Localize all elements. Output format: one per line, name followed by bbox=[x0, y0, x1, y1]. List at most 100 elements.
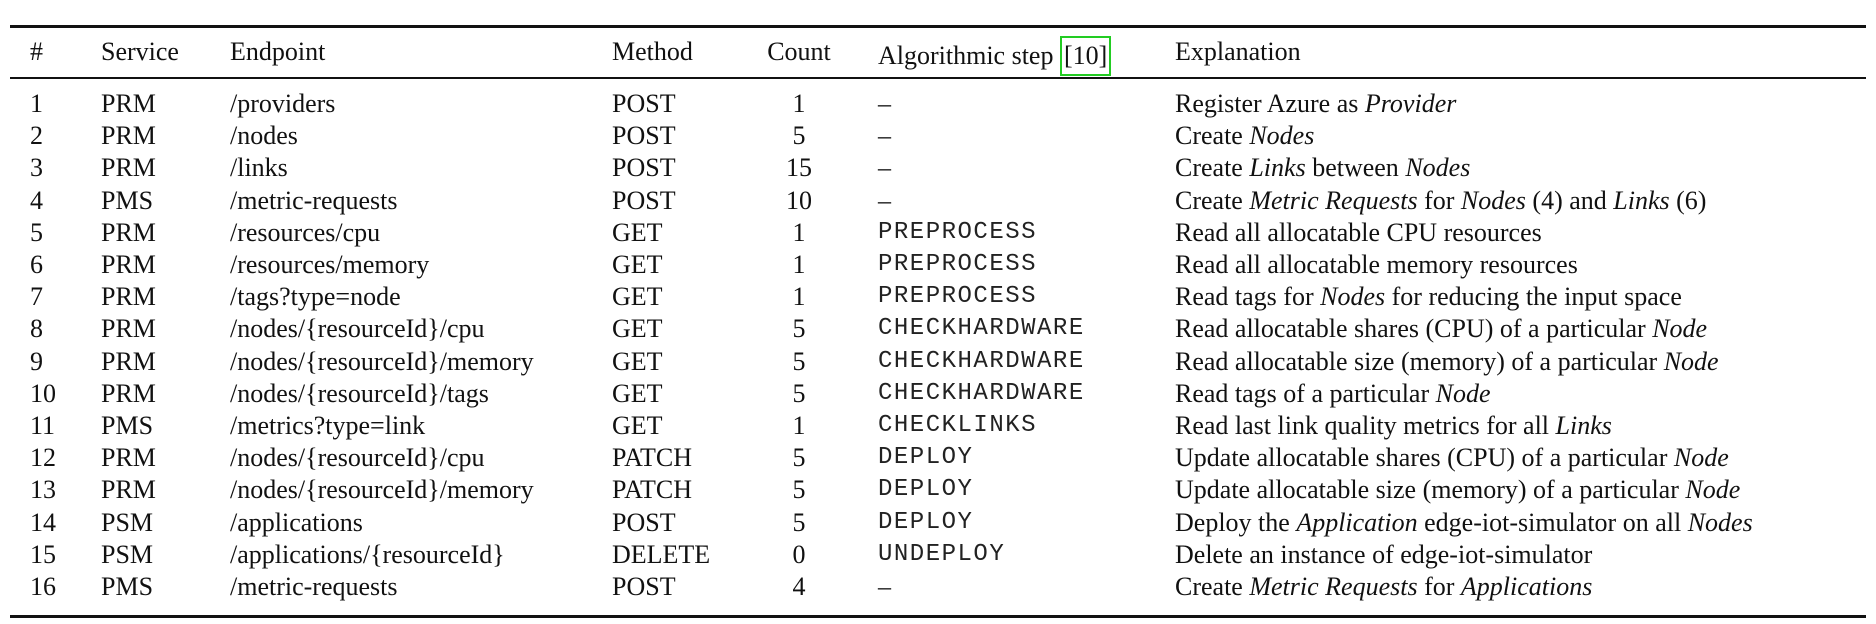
top-rule bbox=[10, 25, 1866, 28]
row-method: GET bbox=[612, 217, 663, 247]
row-algorithmic-step: UNDEPLOY bbox=[878, 540, 1006, 568]
row-number: 5 bbox=[30, 217, 43, 247]
row-endpoint: /resources/memory bbox=[230, 250, 430, 279]
row-service: PRM bbox=[101, 153, 156, 183]
explanation-text: Deploy the bbox=[1175, 507, 1297, 537]
table-row: 6 PRM/resources/memory GET 1 PREPROCESS Read … bbox=[0, 249, 1876, 281]
header-service: Service bbox=[101, 37, 179, 66]
explanation-text: Read allocatable size (memory) of a part… bbox=[1175, 346, 1664, 376]
explanation-term: Applications bbox=[1460, 572, 1593, 601]
row-number: 15 bbox=[30, 539, 56, 569]
row-service: PRM bbox=[101, 250, 156, 279]
explanation-text: Create bbox=[1175, 572, 1250, 601]
explanation-text: (4) and bbox=[1525, 185, 1614, 215]
explanation-text: Read tags of a particular bbox=[1175, 378, 1436, 408]
row-algorithmic-step: – bbox=[878, 153, 891, 183]
row-explanation: Create Links between Nodes bbox=[1175, 152, 1470, 184]
row-service: PMS bbox=[101, 185, 154, 215]
row-explanation: Deploy the Application edge-iot-simulato… bbox=[1175, 507, 1753, 539]
row-algorithmic-step: – bbox=[878, 121, 891, 151]
row-count: 5 bbox=[792, 346, 806, 376]
header-num: # bbox=[30, 37, 43, 66]
explanation-text: Delete an instance of edge-iot-simulator bbox=[1175, 539, 1593, 569]
explanation-text: for reducing the input space bbox=[1385, 282, 1682, 312]
bottom-rule bbox=[10, 615, 1866, 618]
row-algorithmic-step: CHECKHARDWARE bbox=[878, 347, 1085, 375]
row-endpoint: /applications/{resourceId} bbox=[230, 539, 505, 569]
row-endpoint: /applications bbox=[230, 507, 363, 537]
row-number: 13 bbox=[30, 475, 56, 505]
row-algorithmic-step: DEPLOY bbox=[878, 508, 974, 536]
row-method: GET bbox=[612, 250, 663, 279]
header-endpoint: Endpoint bbox=[230, 37, 326, 66]
explanation-term: Nodes bbox=[1687, 507, 1753, 537]
row-endpoint: /nodes/{resourceId}/cpu bbox=[230, 314, 485, 344]
row-endpoint: /providers bbox=[230, 89, 336, 118]
row-endpoint: /metrics?type=link bbox=[230, 411, 426, 440]
row-endpoint: /nodes bbox=[230, 121, 298, 151]
row-number: 3 bbox=[30, 153, 43, 183]
row-method: GET bbox=[612, 346, 663, 376]
explanation-text: Register Azure as bbox=[1175, 89, 1365, 118]
table-row: 11 PMS/metrics?type=link GET 1 CHECKLINKS Rea… bbox=[0, 410, 1876, 442]
explanation-text: Read last link quality metrics for all bbox=[1175, 411, 1556, 440]
row-number: 16 bbox=[30, 572, 56, 601]
explanation-text: Read all allocatable memory resources bbox=[1175, 250, 1578, 279]
row-method: POST bbox=[612, 153, 676, 183]
explanation-term: Nodes bbox=[1320, 282, 1386, 312]
row-algorithmic-step: – bbox=[878, 89, 891, 118]
explanation-term: Links bbox=[1249, 153, 1306, 183]
table-row: 8 PRM/nodes/{resourceId}/cpu GET 5 CHECKHARD… bbox=[0, 313, 1876, 345]
explanation-text: (6) bbox=[1669, 185, 1707, 215]
row-count: 0 bbox=[792, 539, 806, 569]
row-method: POST bbox=[612, 121, 676, 151]
table-row: 13 PRM/nodes/{resourceId}/memory PATCH 5 DEP… bbox=[0, 474, 1876, 506]
explanation-text: Read allocatable shares (CPU) of a parti… bbox=[1175, 314, 1653, 344]
row-endpoint: /metric-requests bbox=[230, 572, 398, 601]
row-service: PSM bbox=[101, 539, 154, 569]
row-number: 11 bbox=[30, 411, 56, 440]
row-method: GET bbox=[612, 411, 663, 440]
row-algorithmic-step: CHECKHARDWARE bbox=[878, 315, 1085, 343]
explanation-term: Node bbox=[1435, 378, 1491, 408]
explanation-text: for bbox=[1417, 572, 1461, 601]
row-number: 4 bbox=[30, 185, 43, 215]
row-count: 1 bbox=[792, 411, 806, 440]
row-count: 5 bbox=[792, 314, 806, 344]
row-algorithmic-step: DEPLOY bbox=[878, 444, 974, 472]
row-explanation: Update allocatable size (memory) of a pa… bbox=[1175, 474, 1740, 506]
header-algorithmic-step: Algorithmic step [10] bbox=[878, 36, 1112, 76]
row-number: 10 bbox=[30, 378, 56, 408]
row-method: GET bbox=[612, 282, 663, 312]
row-endpoint: /nodes/{resourceId}/cpu bbox=[230, 443, 485, 473]
row-count: 4 bbox=[792, 572, 806, 601]
citation-link[interactable]: [10] bbox=[1059, 36, 1112, 76]
row-count: 1 bbox=[792, 89, 806, 118]
row-number: 14 bbox=[30, 507, 56, 537]
row-number: 9 bbox=[30, 346, 43, 376]
row-count: 5 bbox=[792, 475, 806, 505]
header-method: Method bbox=[612, 37, 693, 66]
row-count: 5 bbox=[792, 507, 806, 537]
row-count: 1 bbox=[792, 282, 806, 312]
row-algorithmic-step: – bbox=[878, 572, 891, 601]
header-step-label: Algorithmic step bbox=[878, 41, 1054, 70]
row-method: DELETE bbox=[612, 539, 711, 569]
explanation-term: Nodes bbox=[1249, 121, 1315, 151]
row-method: GET bbox=[612, 314, 663, 344]
table-row: 16 PMS/metric-requests POST 4 – Create Metric… bbox=[0, 571, 1876, 603]
row-endpoint: /nodes/{resourceId}/memory bbox=[230, 475, 534, 505]
explanation-text: Update allocatable size (memory) of a pa… bbox=[1175, 475, 1686, 505]
table-row: 9 PRM/nodes/{resourceId}/memory GET 5 CHECKH… bbox=[0, 346, 1876, 378]
row-algorithmic-step: CHECKHARDWARE bbox=[878, 379, 1085, 407]
explanation-term: Node bbox=[1673, 443, 1729, 473]
header-count: Count bbox=[767, 37, 831, 66]
row-service: PRM bbox=[101, 217, 156, 247]
row-endpoint: /resources/cpu bbox=[230, 217, 381, 247]
explanation-term: Node bbox=[1652, 314, 1708, 344]
row-service: PRM bbox=[101, 443, 156, 473]
explanation-term: Metric Requests bbox=[1249, 572, 1418, 601]
row-explanation: Read last link quality metrics for all L… bbox=[1175, 410, 1612, 442]
row-explanation: Create Nodes bbox=[1175, 120, 1314, 152]
